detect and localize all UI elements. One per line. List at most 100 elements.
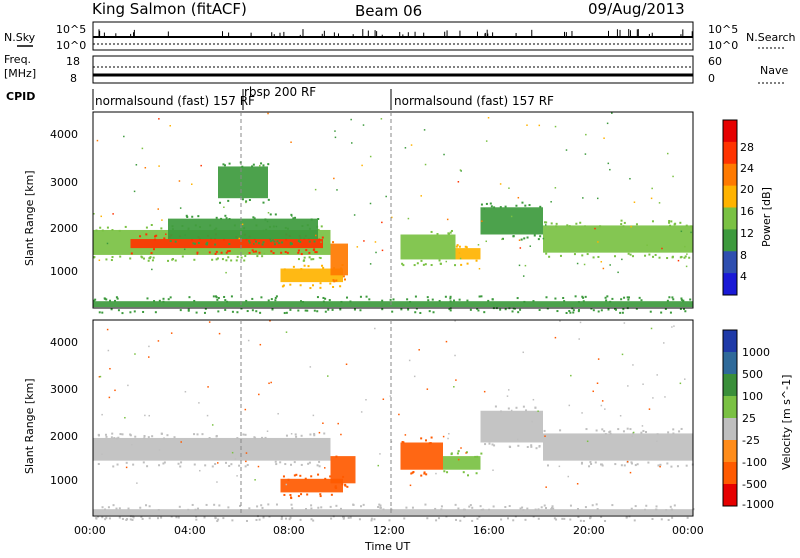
scatter-point — [680, 230, 683, 233]
data-region-edge-point — [359, 295, 362, 298]
data-region-edge-point — [526, 236, 529, 239]
scatter-point — [581, 412, 583, 414]
data-region-edge-point — [429, 442, 432, 445]
data-region-edge-point — [274, 299, 277, 302]
data-region-edge-point — [657, 464, 660, 467]
data-region-edge-point — [543, 429, 546, 432]
data-region-edge-point — [201, 433, 204, 436]
data-region-edge-point — [623, 464, 626, 467]
scatter-point — [379, 453, 381, 455]
data-region-edge-point — [651, 518, 654, 521]
scatter-point — [391, 216, 393, 219]
scatter-point — [225, 271, 227, 274]
colorbar-swatch-7 — [723, 484, 737, 507]
scatter-point — [369, 202, 372, 205]
data-region-edge-point — [629, 253, 632, 256]
data-region-edge-point — [252, 216, 255, 219]
data-region-edge-point — [317, 218, 320, 221]
scatter-point — [656, 440, 658, 442]
data-region-edge-point — [490, 205, 493, 208]
data-region-edge-point — [455, 245, 458, 248]
data-region-edge-point — [644, 254, 647, 257]
data-region-edge-point — [127, 507, 130, 510]
scatter-point — [124, 416, 126, 419]
data-region-edge-point — [659, 463, 662, 466]
data-region-edge-point — [267, 163, 270, 166]
data-region-edge-point — [543, 221, 546, 224]
data-region-edge-point — [334, 485, 337, 488]
scatter-point — [609, 264, 611, 266]
data-region-edge-point — [297, 495, 300, 498]
scatter-point — [267, 112, 269, 115]
data-region-edge-point — [258, 518, 261, 521]
data-region-edge-point — [430, 264, 433, 267]
data-region-edge-point — [343, 278, 346, 281]
data-region-edge-point — [562, 296, 565, 299]
scatter-point — [650, 327, 653, 330]
scatter-point — [365, 399, 367, 401]
power-cbar-title: Power [dB] — [760, 187, 773, 247]
scatter-point — [236, 475, 238, 477]
data-region-edge-point — [99, 226, 102, 229]
data-region-edge-point — [671, 255, 674, 258]
scatter-point — [443, 153, 445, 156]
data-region-edge-point — [492, 505, 495, 508]
vel-ytick-2000: 2000 — [50, 430, 78, 443]
data-region-edge-point — [313, 240, 316, 243]
data-region-edge-point — [221, 258, 224, 261]
scatter-point — [127, 384, 129, 387]
data-region-edge-point — [312, 519, 315, 522]
data-region-edge-point — [289, 308, 292, 311]
data-region-edge-point — [600, 515, 603, 518]
data-region-edge-point — [524, 518, 527, 521]
data-region-edge-point — [339, 507, 342, 510]
data-region-edge-point — [112, 465, 115, 468]
vel-ytick-4000: 4000 — [50, 336, 78, 349]
data-region-edge-point — [327, 308, 330, 311]
scatter-point — [381, 221, 383, 224]
data-region-edge-point — [310, 507, 313, 510]
scatter-point — [336, 189, 338, 191]
data-region-edge-point — [294, 216, 297, 219]
data-region-edge-point — [609, 432, 612, 435]
data-region-0 — [93, 437, 331, 461]
data-region-edge-point — [270, 298, 273, 301]
data-region-edge-point — [346, 296, 349, 299]
data-region-edge-point — [413, 264, 416, 267]
data-region-edge-point — [468, 505, 471, 508]
data-region-edge-point — [162, 462, 165, 465]
scatter-point — [314, 188, 317, 191]
scatter-point — [144, 414, 146, 417]
data-region-edge-point — [469, 308, 472, 311]
data-region-edge-point — [592, 256, 595, 259]
scatter-point — [334, 130, 336, 132]
data-region-edge-point — [261, 255, 264, 258]
scatter-point — [633, 201, 636, 203]
data-region-edge-point — [104, 518, 107, 521]
scatter-point — [592, 390, 594, 393]
data-region-edge-point — [422, 263, 425, 266]
scatter-point — [350, 118, 352, 121]
data-region-edge-point — [685, 224, 688, 227]
data-region-edge-point — [359, 309, 362, 312]
scatter-point — [517, 196, 520, 199]
data-region-edge-point — [193, 299, 196, 302]
power-colorbar-swatches — [723, 120, 737, 296]
scatter-point — [131, 443, 133, 446]
scatter-point — [410, 144, 413, 146]
data-region-edge-point — [476, 307, 479, 310]
velocity-noise-points — [98, 320, 686, 488]
data-region-edge-point — [427, 299, 430, 302]
data-region-edge-point — [671, 296, 674, 299]
scatter-point — [631, 435, 634, 437]
data-region-edge-point — [682, 300, 685, 303]
data-region-edge-point — [318, 238, 321, 241]
data-region-edge-point — [253, 238, 256, 241]
data-region-edge-point — [103, 297, 106, 300]
data-region-edge-point — [216, 298, 219, 301]
data-region-edge-point — [240, 256, 243, 259]
scatter-point — [661, 247, 663, 250]
scatter-point — [327, 375, 329, 377]
scatter-point — [597, 241, 599, 243]
data-region-edge-point — [604, 296, 607, 299]
